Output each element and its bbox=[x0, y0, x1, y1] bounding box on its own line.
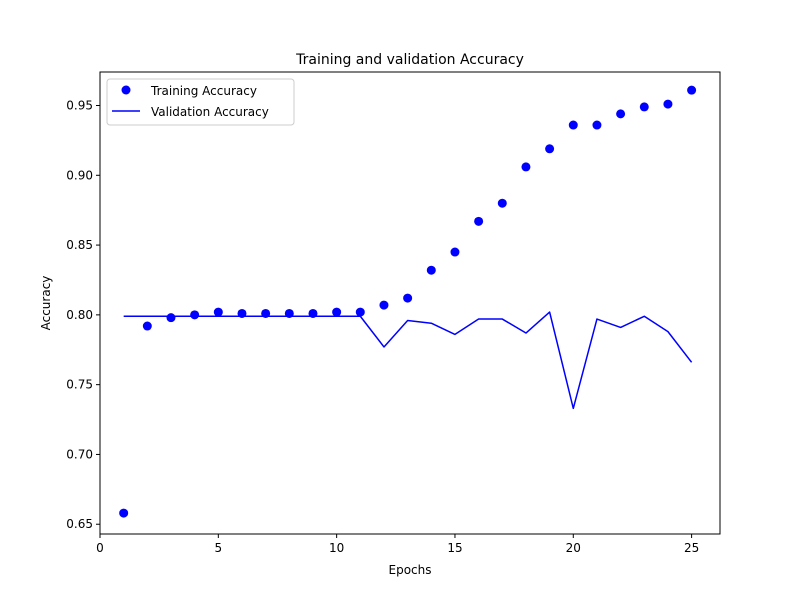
legend: Training Accuracy Validation Accuracy bbox=[106, 78, 295, 126]
training-accuracy-point bbox=[474, 216, 484, 226]
training-accuracy-point bbox=[639, 102, 649, 112]
plot-frame bbox=[99, 71, 721, 535]
x-tick-label: 20 bbox=[566, 541, 581, 555]
training-accuracy-point bbox=[545, 144, 555, 154]
x-tick-label: 10 bbox=[329, 541, 344, 555]
y-tick-label: 0.65 bbox=[66, 517, 93, 531]
training-accuracy-point bbox=[119, 508, 129, 518]
y-tick-label: 0.75 bbox=[66, 378, 93, 392]
training-accuracy-point bbox=[213, 307, 223, 317]
training-accuracy-point bbox=[426, 265, 436, 275]
x-tick-label: 15 bbox=[447, 541, 462, 555]
y-tick-label: 0.85 bbox=[66, 238, 93, 252]
training-accuracy-point bbox=[521, 162, 531, 172]
x-tick-label: 5 bbox=[215, 541, 223, 555]
training-accuracy-point bbox=[166, 313, 176, 323]
y-tick-label: 0.95 bbox=[66, 98, 93, 112]
y-tick-label: 0.70 bbox=[66, 447, 93, 461]
training-accuracy-point bbox=[355, 307, 365, 317]
training-accuracy-point bbox=[332, 307, 342, 317]
chart-title: Training and validation Accuracy bbox=[295, 52, 524, 68]
training-accuracy-point bbox=[379, 300, 389, 310]
training-accuracy-point bbox=[568, 120, 578, 130]
training-accuracy-point bbox=[403, 293, 413, 303]
legend-label-validation: Validation Accuracy bbox=[151, 105, 269, 119]
legend-marker-training bbox=[121, 85, 131, 95]
training-accuracy-point bbox=[450, 247, 460, 257]
training-accuracy-point bbox=[663, 99, 673, 109]
training-accuracy-point bbox=[616, 109, 626, 119]
training-accuracy-point bbox=[687, 85, 697, 95]
legend-box bbox=[106, 78, 295, 126]
legend-label-training: Training Accuracy bbox=[150, 84, 257, 98]
y-axis-title: Accuracy bbox=[39, 276, 53, 331]
validation-accuracy-line bbox=[123, 311, 693, 410]
x-tick-label: 0 bbox=[96, 541, 104, 555]
y-tick-label: 0.80 bbox=[66, 308, 93, 322]
training-accuracy-point bbox=[592, 120, 602, 130]
x-tick-label: 25 bbox=[684, 541, 699, 555]
training-accuracy-point bbox=[142, 321, 152, 331]
training-accuracy-point bbox=[190, 310, 200, 320]
x-axis-title: Epochs bbox=[389, 563, 432, 577]
y-tick-label: 0.90 bbox=[66, 168, 93, 182]
training-accuracy-point bbox=[497, 198, 507, 208]
